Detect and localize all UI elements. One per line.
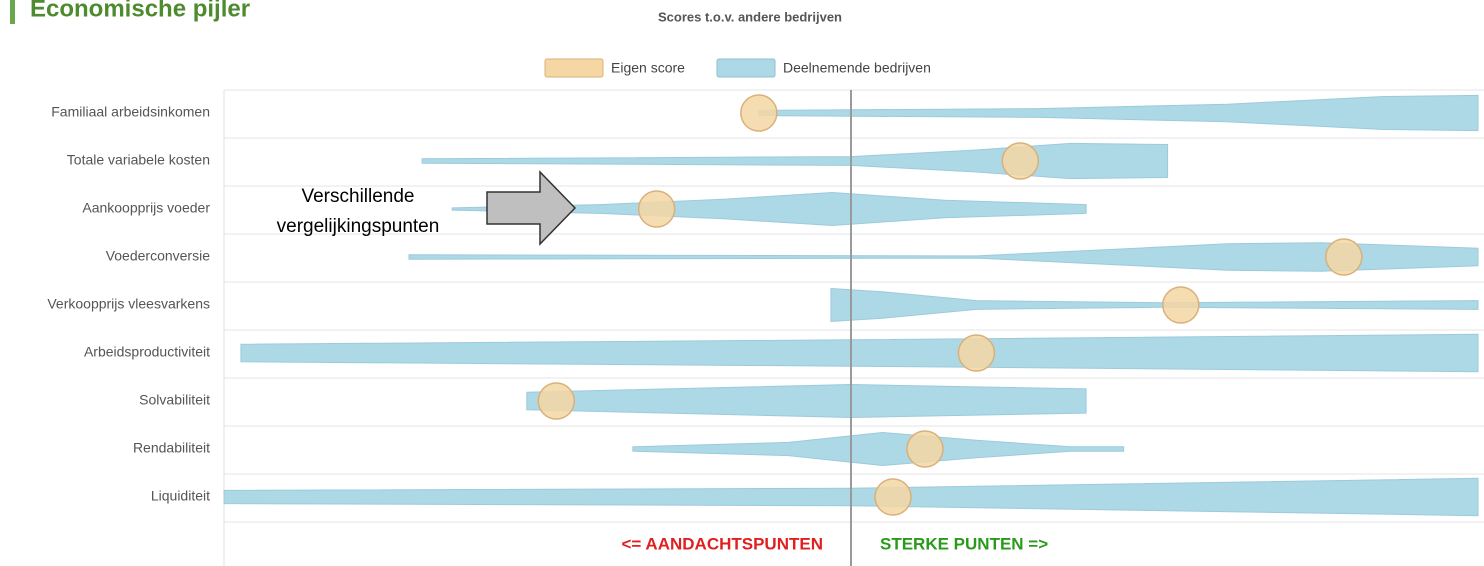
arrow (486, 170, 577, 246)
violin (421, 142, 1169, 180)
y-tick-label: Solvabiliteit (139, 392, 210, 408)
violin (240, 333, 1479, 373)
legend-label: Deelnemende bedrijven (783, 60, 931, 76)
own-score (740, 94, 778, 132)
right-label: STERKE PUNTEN => (880, 534, 1048, 553)
left-label: <= AANDACHTSPUNTEN (621, 534, 823, 553)
violin (632, 431, 1125, 467)
chart-title: Scores t.o.v. andere bedrijven (658, 9, 842, 24)
violin (408, 242, 1479, 272)
legend-label: Eigen score (611, 60, 685, 76)
own-score (957, 334, 996, 372)
violin (758, 94, 1479, 132)
section-bar (10, 0, 15, 24)
y-tick-label: Rendabiliteit (133, 440, 210, 456)
own-score (1162, 286, 1200, 324)
y-tick-label: Familiaal arbeidsinkomen (51, 104, 210, 120)
own-score (637, 190, 676, 228)
y-tick-label: Verkoopprijs vleesvarkens (47, 296, 210, 312)
plot: Eigen score Deelnemende bedrijven Familiaa… (47, 58, 1484, 566)
section-title: Economische pijler (30, 0, 250, 22)
y-tick-label: Aankoopprijs voeder (82, 200, 210, 216)
violin (830, 287, 1479, 323)
own-score (906, 430, 944, 468)
legend-swatch (716, 58, 776, 78)
own-score (1001, 142, 1040, 180)
own-score (1325, 238, 1363, 276)
y-tick-label: Voederconversie (106, 248, 211, 264)
annotation: Verschillende (301, 186, 414, 207)
y-tick-label: Liquiditeit (151, 488, 210, 504)
violin (451, 191, 1087, 227)
annotation: vergelijkingspunten (277, 216, 440, 237)
y-tick-label: Arbeidsproductiviteit (84, 344, 210, 360)
y-tick-label: Totale variabele kosten (67, 152, 210, 168)
violin (526, 383, 1087, 419)
own-score (874, 478, 912, 516)
own-score (537, 382, 576, 420)
legend-swatch (544, 58, 604, 78)
